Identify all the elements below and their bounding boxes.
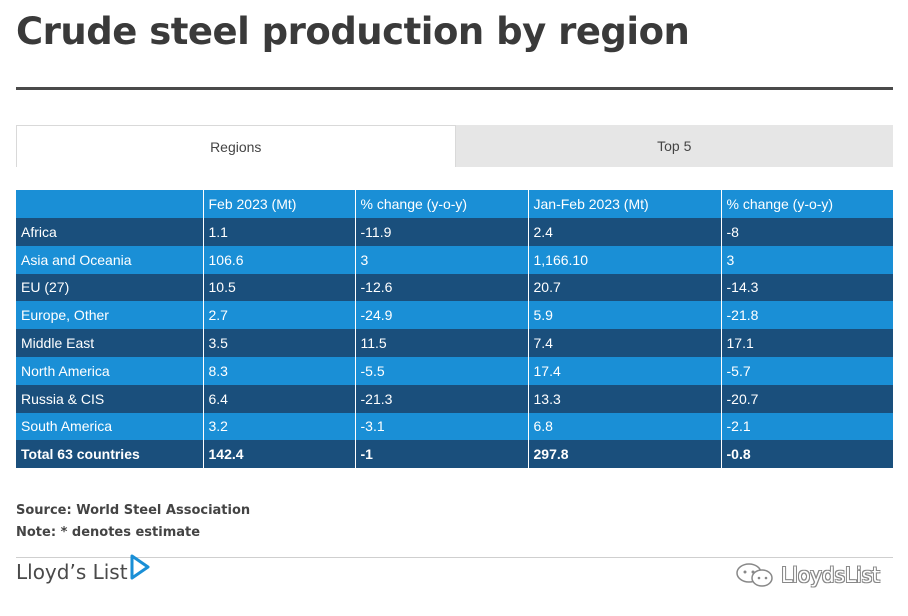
cell-feb-change: -12.6 bbox=[355, 273, 529, 302]
cell-janfeb-change: -8 bbox=[726, 223, 739, 240]
table-row: Europe, Other 2.7 -24.9 5.9 -21.8 bbox=[16, 301, 893, 330]
estimate-note: Note: * denotes estimate bbox=[16, 525, 201, 540]
cell-janfeb-change: -21.8 bbox=[726, 307, 759, 324]
source-note: Source: World Steel Association bbox=[16, 503, 251, 518]
cell-feb-change: 11.5 bbox=[355, 329, 529, 357]
cell-region: Europe, Other bbox=[16, 301, 204, 330]
cell-region: Africa bbox=[16, 218, 204, 246]
cell-feb-change: -1 bbox=[355, 440, 529, 469]
title-divider bbox=[16, 87, 893, 90]
watermark-text: LloydsList bbox=[781, 563, 880, 587]
table-row: South America 3.2 -3.1 6.8 -2.1 bbox=[16, 412, 893, 441]
cell-region: Russia & CIS bbox=[16, 384, 204, 413]
cell-janfeb: 7.4 bbox=[528, 329, 722, 357]
cell-feb-change: -5.5 bbox=[355, 356, 529, 385]
header-cell-feb-change: % change (y-o-y) bbox=[355, 190, 529, 218]
header-cell-janfeb-change: % change (y-o-y) bbox=[726, 196, 834, 212]
table-row: Asia and Oceania 106.6 3 1,166.10 3 bbox=[16, 245, 893, 274]
page-title: Crude steel production by region bbox=[16, 10, 690, 53]
cell-feb: 10.5 bbox=[203, 273, 356, 302]
cell-janfeb-change: -5.7 bbox=[726, 362, 751, 379]
data-table: Feb 2023 (Mt) % change (y-o-y) Jan-Feb 2… bbox=[16, 190, 893, 469]
cell-feb: 2.7 bbox=[203, 301, 356, 330]
cell-region: Total 63 countries bbox=[16, 440, 204, 469]
header-cell-janfeb: Jan-Feb 2023 (Mt) bbox=[528, 190, 722, 218]
watermark: LloydsList bbox=[735, 562, 880, 588]
table-body: Africa 1.1 -11.9 2.4 -8 Asia and Oceania 106.6… bbox=[16, 218, 893, 469]
cell-janfeb: 5.9 bbox=[528, 301, 722, 330]
cell-janfeb-change: -0.8 bbox=[726, 446, 751, 463]
cell-janfeb-change: -20.7 bbox=[726, 390, 759, 407]
table-header-row: Feb 2023 (Mt) % change (y-o-y) Jan-Feb 2… bbox=[16, 190, 893, 218]
cell-janfeb-change: 17.1 bbox=[726, 335, 754, 352]
cell-janfeb: 297.8 bbox=[528, 440, 722, 469]
brand-logo: Lloyd’s List bbox=[16, 554, 150, 584]
cell-feb-change: -24.9 bbox=[355, 301, 529, 330]
table-row: Middle East 3.5 11.5 7.4 17.1 bbox=[16, 329, 893, 357]
cell-feb: 3.2 bbox=[203, 412, 356, 441]
table-row: EU (27) 10.5 -12.6 20.7 -14.3 bbox=[16, 273, 893, 302]
cell-region: EU (27) bbox=[16, 273, 204, 302]
cell-region: Asia and Oceania bbox=[16, 245, 204, 274]
cell-feb: 6.4 bbox=[203, 384, 356, 413]
cell-feb: 142.4 bbox=[203, 440, 356, 469]
cell-janfeb-change: -14.3 bbox=[726, 279, 759, 296]
cell-feb: 8.3 bbox=[203, 356, 356, 385]
brand-name: Lloyd’s List bbox=[16, 560, 128, 584]
play-triangle-icon bbox=[130, 554, 150, 580]
cell-feb-change: -21.3 bbox=[355, 384, 529, 413]
tab-regions[interactable]: Regions bbox=[16, 125, 456, 167]
cell-region: Middle East bbox=[16, 329, 204, 357]
cell-janfeb-change: 3 bbox=[726, 251, 735, 268]
cell-region: North America bbox=[16, 356, 204, 385]
tab-top-5[interactable]: Top 5 bbox=[455, 125, 893, 167]
cell-feb: 3.5 bbox=[203, 329, 356, 357]
cell-feb: 1.1 bbox=[203, 218, 356, 246]
cell-janfeb: 1,166.10 bbox=[528, 245, 722, 274]
cell-janfeb-change: -2.1 bbox=[726, 418, 751, 435]
cell-janfeb: 13.3 bbox=[528, 384, 722, 413]
cell-janfeb: 17.4 bbox=[528, 356, 722, 385]
cell-region: South America bbox=[16, 412, 204, 441]
cell-feb: 106.6 bbox=[203, 245, 356, 274]
table-row: Africa 1.1 -11.9 2.4 -8 bbox=[16, 218, 893, 246]
cell-feb-change: 3 bbox=[355, 245, 529, 274]
footer-divider bbox=[16, 557, 893, 558]
table-total-row: Total 63 countries 142.4 -1 297.8 -0.8 bbox=[16, 440, 893, 469]
cell-janfeb: 6.8 bbox=[528, 412, 722, 441]
tab-bar: Regions Top 5 bbox=[16, 125, 893, 167]
cell-feb-change: -3.1 bbox=[355, 412, 529, 441]
table-row: North America 8.3 -5.5 17.4 -5.7 bbox=[16, 356, 893, 385]
table-row: Russia & CIS 6.4 -21.3 13.3 -20.7 bbox=[16, 384, 893, 413]
cell-janfeb: 2.4 bbox=[528, 218, 722, 246]
chat-bubbles-icon bbox=[736, 563, 773, 587]
header-cell-feb: Feb 2023 (Mt) bbox=[203, 190, 356, 218]
cell-janfeb: 20.7 bbox=[528, 273, 722, 302]
cell-feb-change: -11.9 bbox=[355, 218, 529, 246]
header-cell-region bbox=[16, 190, 204, 218]
